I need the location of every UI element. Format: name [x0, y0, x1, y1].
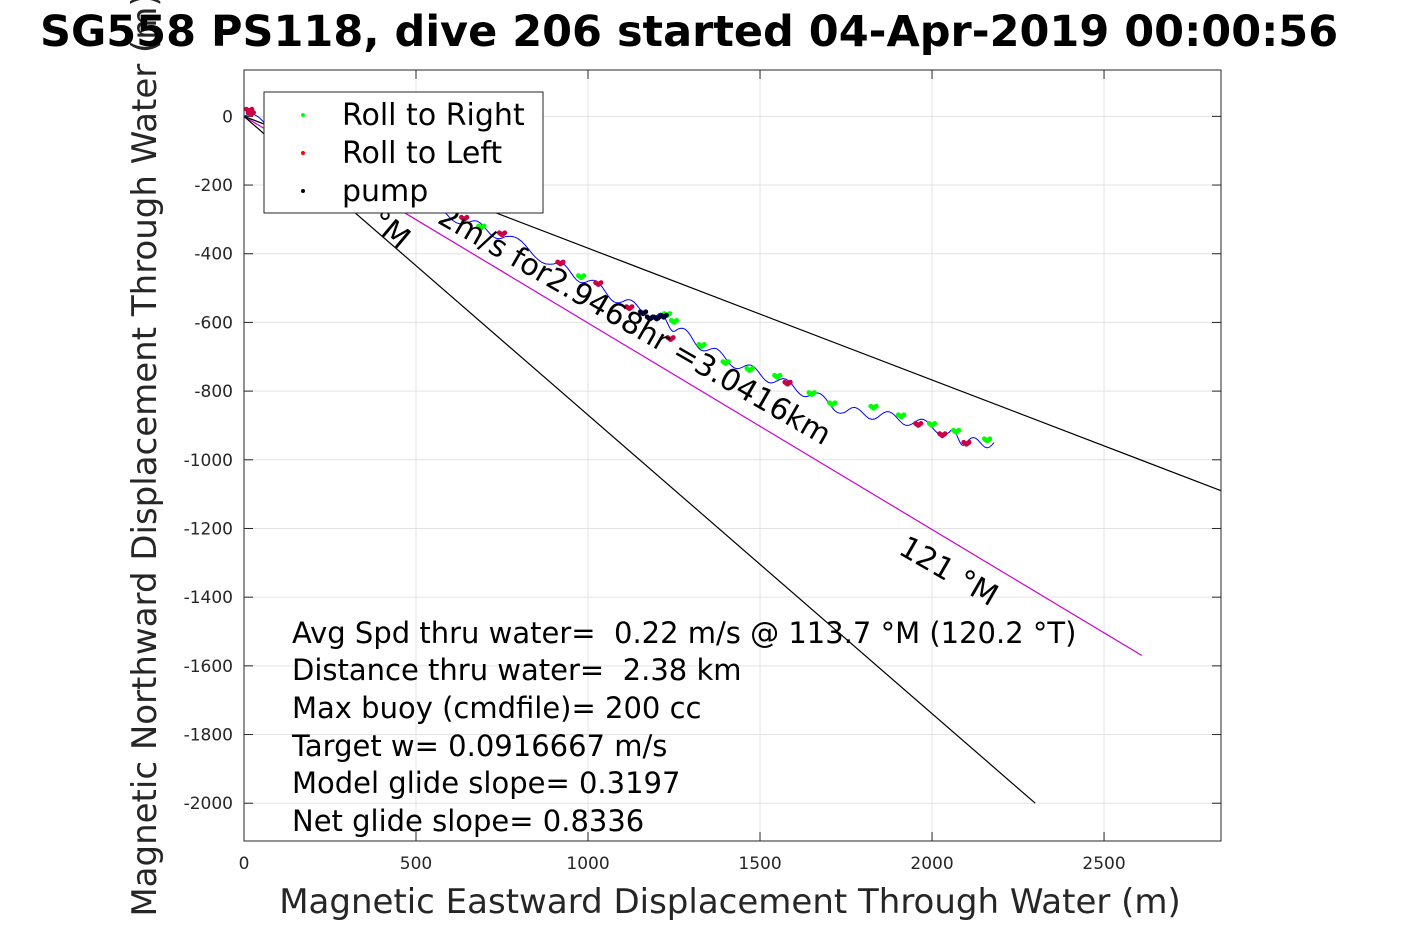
legend-box: [263, 91, 544, 214]
annotation-avg-speed: Avg Spd thru water= 0.22 m/s @ 113.7 °M …: [292, 616, 1076, 650]
roll-right-point: [674, 318, 680, 323]
legend: Roll to Right Roll to Left pump: [263, 91, 544, 214]
roll-right-point: [956, 427, 962, 433]
roll-left-point: [629, 304, 635, 309]
roll-left-point: [598, 280, 604, 285]
roll-right-point: [901, 412, 907, 418]
roll-left-point: [942, 431, 948, 437]
plot-frame: [243, 69, 1222, 842]
y-tick-label: -2000: [184, 794, 233, 814]
y-tick-label: -1600: [184, 657, 233, 677]
grid: [243, 70, 1221, 841]
pump-point: [643, 309, 649, 315]
roll-right-point: [873, 403, 879, 409]
y-tick-label: -1200: [184, 519, 233, 539]
ticks: 0 500 1000 1500 2000 2500 0 -200 -400 -600 -800 -10…: [184, 70, 1221, 874]
y-tick-label: -600: [194, 313, 233, 333]
y-tick-label: -1000: [184, 451, 233, 471]
roll-left-point: [251, 110, 256, 115]
roll-right-point: [726, 359, 731, 364]
roll-left-point: [670, 335, 676, 340]
x-tick-label: 0: [239, 854, 250, 874]
legend-label-roll-left: Roll to Left: [342, 136, 502, 171]
y-tick-label: -1800: [184, 726, 233, 746]
annotation-max-buoy: Max buoy (cmdfile)= 200 cc: [292, 691, 701, 725]
annotation-model-glide: Model glide slope= 0.3197: [292, 766, 680, 800]
roll-left-point: [966, 439, 972, 445]
roll-right-point: [812, 390, 817, 395]
y-tick-label: -800: [194, 382, 233, 402]
roll-left-point: [464, 214, 470, 220]
x-tick-label: 1000: [566, 854, 609, 874]
pump-point: [664, 312, 669, 318]
roll-right-point: [832, 400, 838, 406]
y-tick-label: -400: [194, 245, 233, 265]
roll-left-point: [560, 259, 566, 265]
annotations: Avg Spd thru water= 0.22 m/s @ 113.7 °M …: [291, 616, 1076, 838]
roll-right-point: [481, 223, 487, 229]
roll-right-point: [987, 436, 993, 442]
x-axis-label: Magnetic Eastward Displacement Through W…: [279, 882, 1181, 922]
roll-left-point: [502, 230, 508, 236]
annotation-target-w: Target w= 0.0916667 m/s: [291, 729, 667, 763]
legend-marker-roll-right: [301, 113, 305, 117]
roll-right-point: [701, 342, 707, 347]
x-tick-label: 2000: [910, 854, 953, 874]
legend-label-pump: pump: [342, 174, 428, 209]
legend-marker-pump: [301, 189, 305, 193]
roll-left-point: [787, 379, 793, 385]
y-axis-label: Magnetic Northward Displacement Through …: [125, 0, 165, 917]
heading-line: [243, 115, 1036, 804]
chart-title: SG558 PS118, dive 206 started 04-Apr-201…: [40, 7, 1338, 57]
roll-right-point: [932, 421, 938, 426]
x-tick-label: 1500: [738, 854, 781, 874]
roll-right-point: [581, 273, 587, 279]
x-tick-label: 2500: [1082, 854, 1125, 874]
annotation-distance: Distance thru water= 2.38 km: [292, 653, 742, 687]
x-tick-label: 500: [400, 854, 432, 874]
annotation-net-glide: Net glide slope= 0.8336: [292, 804, 644, 838]
y-tick-label: -200: [194, 176, 233, 196]
markers: [244, 106, 993, 447]
legend-marker-roll-left: [301, 151, 305, 155]
roll-right-point: [750, 366, 755, 371]
y-tick-label: 0: [222, 107, 233, 127]
y-tick-label: -1400: [184, 588, 233, 608]
legend-label-roll-right: Roll to Right: [342, 98, 525, 133]
roll-left-point: [918, 421, 924, 426]
roll-right-point: [777, 372, 783, 378]
